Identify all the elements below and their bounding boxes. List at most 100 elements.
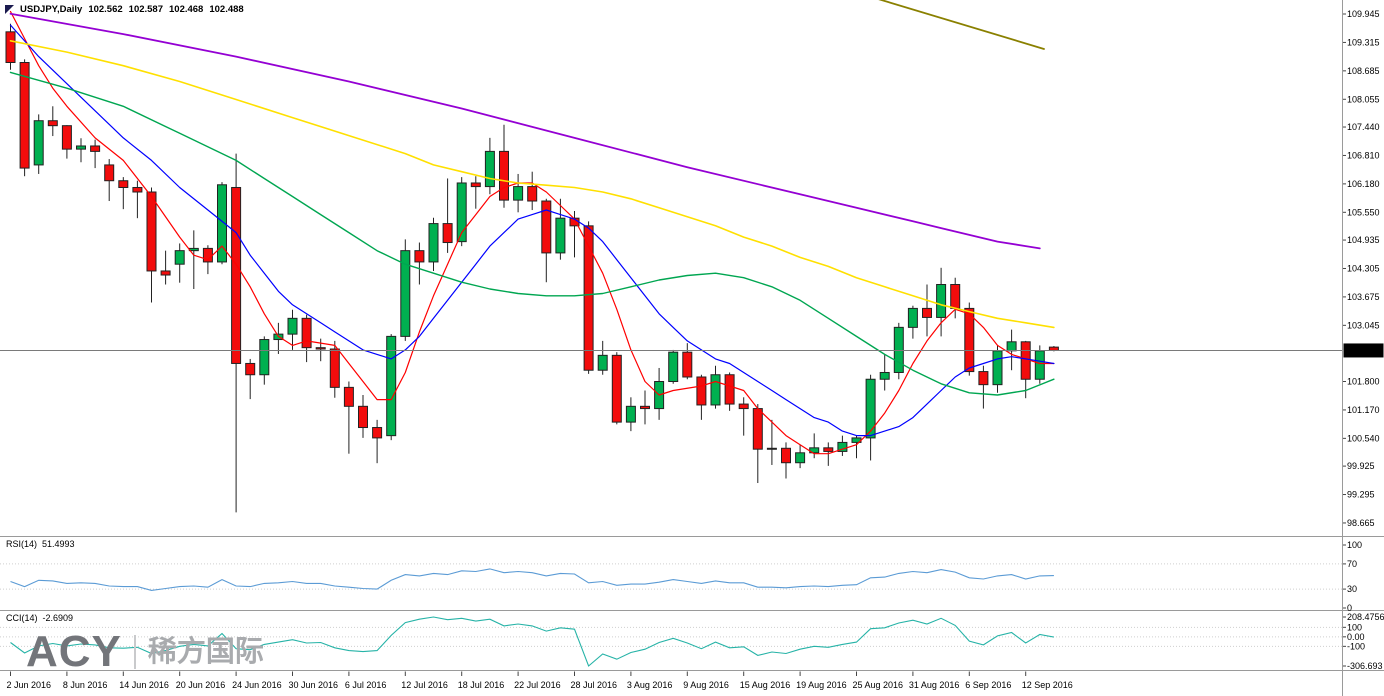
brand-watermark-cjk: 稀方国际	[147, 635, 264, 668]
time-axis-label: 18 Jul 2016	[458, 680, 505, 690]
candle-down	[781, 447, 791, 464]
candle-up	[484, 150, 495, 188]
candle-up	[400, 250, 411, 337]
price-axis-label: 103.675	[1347, 292, 1380, 302]
candle-down	[90, 145, 101, 152]
time-axis-label: 19 Aug 2016	[796, 680, 847, 690]
candle-down	[724, 374, 735, 405]
time-axis-label: 12 Jul 2016	[401, 680, 448, 690]
current-price-badge-text: 102.488	[1346, 346, 1379, 356]
brand-watermark: ACY 稀方国际	[26, 630, 264, 674]
price-axis-label: 109.945	[1347, 9, 1380, 19]
candle-up	[936, 283, 947, 318]
time-axis-label: 20 Jun 2016	[176, 680, 226, 690]
candle-down	[823, 447, 834, 452]
candle-up	[174, 250, 185, 265]
time-axis-label: 3 Aug 2016	[627, 680, 673, 690]
candle-up	[795, 452, 806, 464]
candle-up	[513, 186, 524, 201]
candle-up	[992, 350, 1003, 386]
candle-down	[527, 186, 538, 202]
quote-low: 102.468	[169, 4, 204, 15]
candle-down	[343, 386, 354, 407]
price-axis-label: 100.540	[1347, 433, 1380, 443]
price-axis-label: 101.170	[1347, 405, 1380, 415]
rsi-panel	[0, 563, 1342, 591]
candle-down	[19, 62, 30, 169]
time-axis-label: 28 Jul 2016	[571, 680, 618, 690]
cci-label: CCI(14)	[6, 613, 38, 623]
time-axis-label: 22 Jul 2016	[514, 680, 561, 690]
price-panel	[0, 0, 1342, 513]
ma-medium-blue	[9, 24, 1055, 437]
symbol-info: USDJPY,Daily 102.562 102.587 102.468 102…	[5, 4, 244, 15]
ma-long-yellow	[9, 39, 1055, 329]
price-axis-label: 108.685	[1347, 66, 1380, 76]
candle-down	[245, 362, 256, 376]
candle-down	[752, 408, 763, 450]
cci-panel	[0, 616, 1342, 667]
quote-high: 102.587	[128, 4, 163, 15]
time-axis-label: 14 Jun 2016	[119, 680, 169, 690]
candle-down	[499, 150, 509, 201]
candle-up	[907, 307, 918, 328]
rsi-axis-label: 70	[1347, 559, 1357, 569]
candle-down	[964, 307, 975, 373]
candle-down	[160, 270, 171, 276]
candle-down	[329, 348, 340, 388]
price-axis-label: 104.305	[1347, 263, 1380, 273]
price-axis-label: 106.180	[1347, 179, 1380, 189]
candle-down	[301, 317, 312, 349]
candle-up	[76, 145, 86, 150]
candle-down	[414, 250, 425, 263]
candle-up	[555, 217, 566, 254]
candle-down	[541, 200, 552, 254]
rsi-indicator-header: RSI(14) 51.4993	[6, 539, 75, 549]
time-axis-label: 8 Jun 2016	[63, 680, 108, 690]
symbol-marker-icon	[5, 5, 14, 14]
candle-up	[837, 441, 848, 452]
ma-fast-red	[9, 10, 1055, 455]
candle-down	[372, 427, 383, 439]
candle-up	[33, 120, 44, 166]
cci-axis-label: 208.4756	[1347, 612, 1384, 622]
price-axis-label: 98.665	[1347, 518, 1375, 528]
candle-down	[682, 351, 693, 378]
quote-open: 102.562	[88, 4, 123, 15]
rsi-line	[10, 568, 1054, 591]
time-axis-label: 24 Jun 2016	[232, 680, 282, 690]
candle-down	[922, 307, 932, 318]
time-axis-label: 15 Aug 2016	[740, 680, 791, 690]
candle-up	[865, 378, 876, 439]
price-axis-label: 107.440	[1347, 122, 1380, 132]
candle-up	[668, 351, 679, 383]
candle-up	[893, 326, 904, 373]
candle-down	[315, 347, 326, 350]
candle-up	[597, 354, 608, 371]
candle-down	[132, 186, 143, 193]
price-axis-label: 109.315	[1347, 37, 1380, 47]
time-axis-label: 6 Jul 2016	[345, 680, 387, 690]
descending-line-olive	[878, 0, 1045, 50]
time-axis-label: 12 Sep 2016	[1022, 680, 1073, 690]
price-axis-label: 108.055	[1347, 94, 1380, 104]
candle-down	[583, 225, 594, 371]
rsi-axis-label: 0	[1347, 603, 1352, 613]
candle-up	[1006, 341, 1017, 352]
price-axis-label: 99.925	[1347, 461, 1375, 471]
candle-down	[978, 371, 989, 386]
candle-down	[47, 120, 58, 127]
rsi-axis-label: 100	[1347, 540, 1362, 550]
candle-down	[104, 164, 115, 182]
candle-up	[456, 182, 467, 243]
candle-down	[696, 376, 707, 406]
time-axis-label: 2 Jun 2016	[7, 680, 52, 690]
candle-up	[766, 447, 777, 450]
time-axis-label: 31 Aug 2016	[909, 680, 960, 690]
symbol-title: USDJPY,Daily	[20, 4, 83, 15]
candle-up	[428, 223, 439, 263]
candle-down	[640, 405, 650, 410]
candle-down	[118, 180, 129, 188]
